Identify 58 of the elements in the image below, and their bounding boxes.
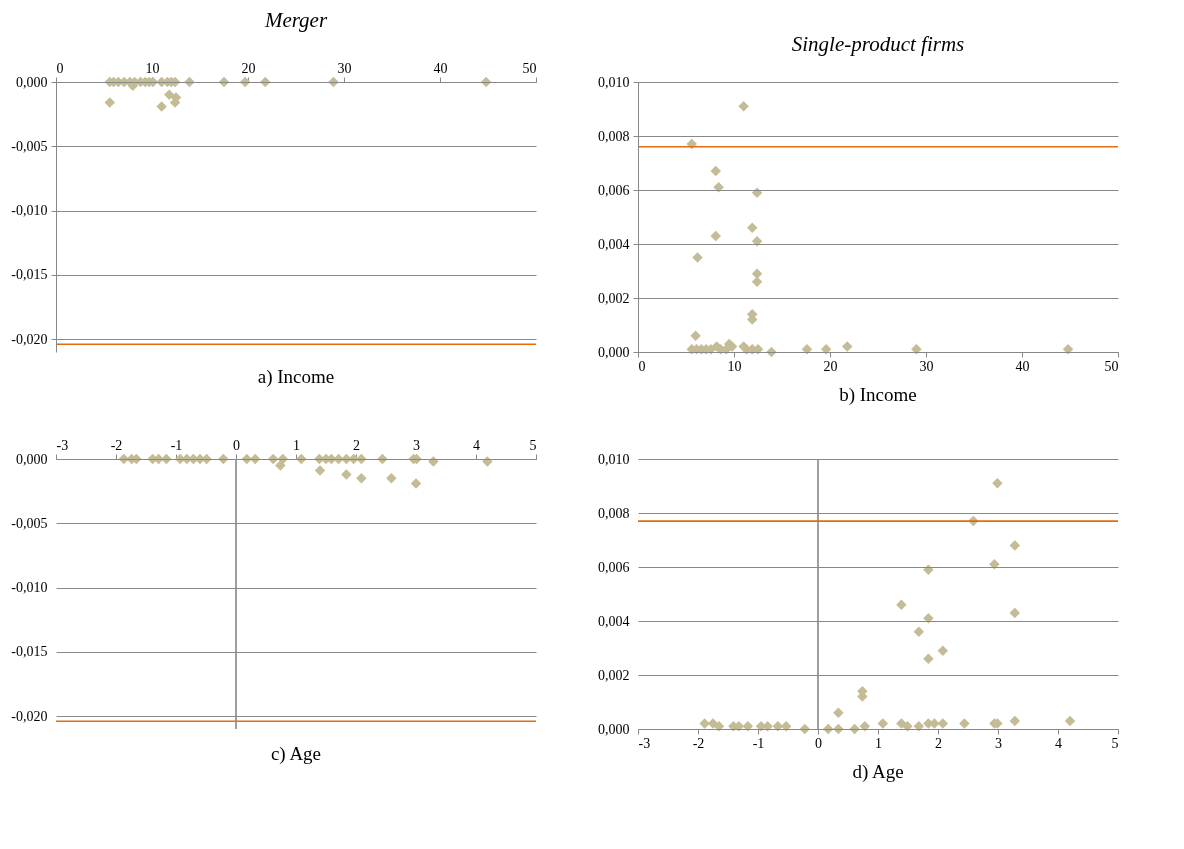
y-tick-label: 0,000 xyxy=(16,451,48,467)
x-tick-label: 4 xyxy=(1055,735,1062,751)
x-tick-label: 3 xyxy=(413,437,420,453)
y-tick-label: -0,020 xyxy=(11,708,48,724)
y-tick-label: 0,002 xyxy=(598,667,630,683)
x-tick-label: 3 xyxy=(995,735,1002,751)
chart-title: Single-product firms xyxy=(791,32,965,56)
x-tick-label: -3 xyxy=(638,735,651,751)
y-tick-label: 0,000 xyxy=(598,344,630,360)
y-tick-label: 0,004 xyxy=(598,613,630,629)
y-tick-label: 0,010 xyxy=(598,451,630,467)
x-tick-label: 5 xyxy=(529,437,537,453)
x-tick-label: 50 xyxy=(522,60,537,76)
chart-title: Merger xyxy=(263,8,328,32)
x-tick-label: 0 xyxy=(233,437,240,453)
x-tick-label: 1 xyxy=(293,437,300,453)
x-tick-label: -2 xyxy=(692,735,705,751)
x-axis-title: d) Age xyxy=(852,761,904,783)
x-tick-label: -2 xyxy=(110,437,123,453)
y-tick-label: -0,015 xyxy=(11,644,48,660)
y-tick-label: -0,005 xyxy=(11,138,48,154)
y-tick-label: -0,020 xyxy=(11,331,48,347)
x-tick-label: 2 xyxy=(935,735,942,751)
x-tick-label: 50 xyxy=(1104,358,1119,374)
x-axis-title: b) Income xyxy=(839,384,917,406)
y-tick-label: -0,010 xyxy=(11,580,48,596)
y-tick-label: 0,002 xyxy=(598,290,630,306)
x-tick-label: 0 xyxy=(815,735,822,751)
x-tick-label: 0 xyxy=(56,60,64,76)
y-tick-label: 0,008 xyxy=(598,128,630,144)
y-tick-label: 0,008 xyxy=(598,505,630,521)
x-tick-label: -1 xyxy=(170,437,183,453)
x-tick-label: 10 xyxy=(145,60,160,76)
x-tick-label: 40 xyxy=(433,60,448,76)
y-tick-label: 0,006 xyxy=(598,559,630,575)
x-tick-label: 2 xyxy=(353,437,360,453)
x-tick-label: 4 xyxy=(473,437,480,453)
y-tick-label: 0,004 xyxy=(598,236,630,252)
y-tick-label: -0,015 xyxy=(11,267,48,283)
x-tick-label: -3 xyxy=(56,437,69,453)
x-axis-title: c) Age xyxy=(270,743,322,765)
x-tick-label: 20 xyxy=(241,60,256,76)
x-tick-label: 10 xyxy=(727,358,742,374)
x-tick-label: 5 xyxy=(1111,735,1119,751)
y-tick-label: 0,010 xyxy=(598,74,630,90)
x-tick-label: 20 xyxy=(823,358,838,374)
x-axis-title: a) Income xyxy=(257,366,335,388)
x-tick-label: 1 xyxy=(875,735,882,751)
y-tick-label: -0,005 xyxy=(11,515,48,531)
y-tick-label: 0,000 xyxy=(598,721,630,737)
x-tick-label: 30 xyxy=(919,358,934,374)
x-tick-label: 30 xyxy=(337,60,352,76)
y-tick-label: -0,010 xyxy=(11,203,48,219)
y-tick-label: 0,000 xyxy=(16,74,48,90)
x-tick-label: 40 xyxy=(1015,358,1030,374)
x-tick-label: -1 xyxy=(752,735,765,751)
x-tick-label: 0 xyxy=(638,358,646,374)
y-tick-label: 0,006 xyxy=(598,182,630,198)
